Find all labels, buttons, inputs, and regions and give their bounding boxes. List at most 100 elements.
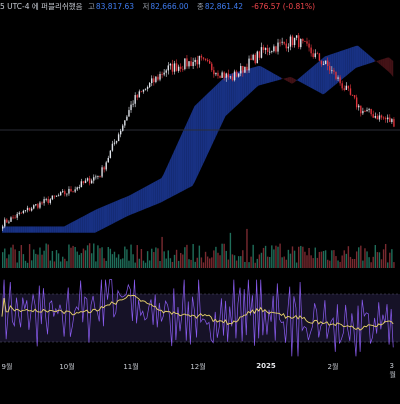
volume-bar: [39, 247, 41, 268]
cloud-segment: [66, 224, 69, 233]
candle-body: [372, 114, 374, 118]
cloud-segment: [291, 77, 294, 84]
candle-body: [117, 134, 120, 142]
candle-body: [184, 58, 186, 70]
candle-body: [341, 83, 343, 89]
cloud-segment: [262, 67, 265, 85]
volume-bar: [30, 260, 33, 268]
cloud-segment: [12, 226, 15, 233]
candle-body: [20, 212, 23, 214]
cloud-segment: [163, 169, 166, 202]
volume-bar: [345, 253, 348, 268]
candle-body: [200, 55, 203, 58]
volume-bar: [37, 254, 39, 268]
cloud-segment: [62, 226, 65, 233]
volume-bar: [198, 245, 201, 268]
cloud-segment: [237, 71, 241, 105]
cloud-segment: [80, 216, 83, 233]
candle-body: [33, 205, 35, 209]
cloud-segment: [318, 59, 321, 94]
cloud-segment: [18, 226, 21, 233]
candle-body: [362, 111, 364, 114]
candle-body: [51, 195, 54, 200]
volume-bar: [291, 246, 294, 268]
candle-body: [360, 105, 362, 114]
cloud-segment: [250, 67, 253, 93]
volume-bar: [196, 257, 198, 268]
candle-body: [18, 212, 20, 214]
volume-bar: [153, 252, 155, 268]
candle-body: [242, 65, 244, 73]
candle-body: [387, 117, 389, 120]
volume-bar: [256, 258, 259, 268]
cloud-segment: [219, 80, 222, 130]
volume-bar: [122, 258, 124, 268]
cloud-segment: [186, 119, 189, 190]
cloud-segment: [167, 160, 170, 199]
cloud-segment: [360, 47, 363, 67]
cloud-segment: [277, 75, 280, 81]
cloud-segment: [151, 182, 154, 207]
candle-body: [389, 117, 391, 122]
volume-bar: [119, 259, 122, 268]
volume-bar: [314, 247, 316, 268]
volume-bar: [316, 257, 319, 268]
cloud-segment: [161, 174, 164, 203]
candle-body: [55, 195, 58, 197]
x-label-feb: 2월: [327, 363, 339, 371]
volume-bar: [380, 259, 383, 268]
volume-bar: [49, 260, 52, 268]
cloud-segment: [387, 57, 390, 73]
volume-bar: [231, 254, 234, 268]
cloud-segment: [258, 65, 261, 86]
volume-bar: [264, 245, 267, 268]
cloud-segment: [372, 58, 375, 63]
cloud-segment: [279, 76, 282, 80]
volume-bar: [165, 258, 167, 268]
cloud-segment: [188, 115, 191, 189]
cloud-segment: [271, 72, 274, 83]
volume-bar: [80, 253, 83, 268]
candle-body: [140, 91, 143, 93]
x-label-mar: 3월: [389, 362, 396, 379]
cloud-segment: [70, 222, 73, 233]
cloud-segment: [146, 184, 149, 209]
cloud-segment: [260, 66, 263, 85]
volume-bar: [204, 251, 207, 268]
candle-body: [171, 63, 174, 72]
candle-body: [378, 115, 381, 120]
volume-bar: [295, 262, 298, 268]
candle-body: [169, 63, 172, 66]
candle-body: [136, 95, 138, 98]
candle-body: [39, 202, 41, 208]
ichimoku-cloud: [2, 45, 394, 233]
candle-body: [231, 76, 234, 81]
volume-bar: [188, 259, 190, 268]
volume-bar: [219, 255, 221, 268]
volume-bar: [134, 262, 136, 268]
x-label-sep: 9월: [1, 363, 13, 371]
cloud-segment: [200, 98, 203, 170]
cloud-segment: [132, 192, 135, 215]
candle-body: [237, 73, 240, 77]
candle-body: [93, 177, 95, 181]
candle-body: [157, 76, 159, 80]
candle-body: [194, 59, 196, 62]
cloud-segment: [362, 49, 365, 66]
volume-bar: [186, 244, 188, 268]
cloud-segment: [107, 203, 110, 227]
volume-bar: [275, 245, 277, 268]
cloud-segment: [326, 54, 330, 92]
candle-body: [82, 181, 85, 183]
candle-body: [59, 192, 62, 196]
cloud-segment: [316, 61, 319, 93]
cloud-segment: [221, 78, 224, 125]
candle-body: [151, 78, 153, 84]
volume-bar: [138, 258, 141, 268]
candle-body: [103, 167, 105, 170]
candle-body: [382, 117, 385, 119]
cloud-segment: [142, 187, 145, 210]
cloud-segment: [389, 57, 392, 75]
